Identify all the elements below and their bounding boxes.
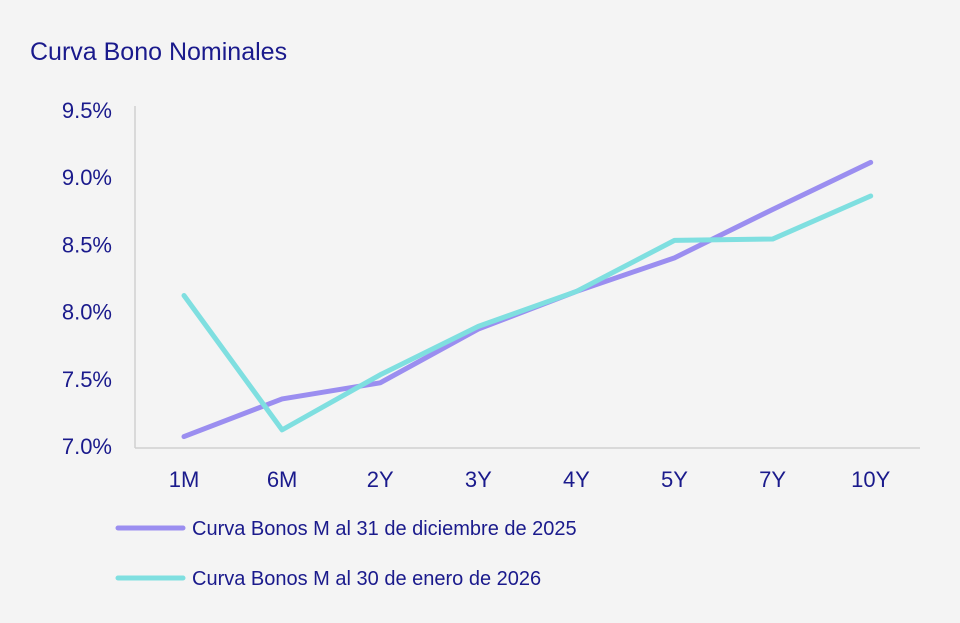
- y-tick-label: 9.5%: [62, 98, 112, 123]
- y-tick-label: 8.0%: [62, 300, 112, 325]
- series-line-2: [181, 193, 874, 433]
- x-tick-label: 5Y: [661, 467, 688, 492]
- y-tick-label: 7.0%: [62, 434, 112, 459]
- x-tick-label: 7Y: [759, 467, 786, 492]
- x-tick-label: 1M: [169, 467, 200, 492]
- x-tick-label: 4Y: [563, 467, 590, 492]
- legend-label-2: Curva Bonos M al 30 de enero de 2026: [192, 568, 541, 590]
- x-tick-label: 2Y: [367, 467, 394, 492]
- chart-title: Curva Bono Nominales: [30, 38, 288, 66]
- y-tick-label: 7.5%: [62, 367, 112, 392]
- series-line-1: [181, 159, 874, 440]
- x-tick-label: 3Y: [465, 467, 492, 492]
- x-tick-label: 6M: [267, 467, 298, 492]
- y-tick-label: 9.0%: [62, 165, 112, 190]
- y-tick-label: 8.5%: [62, 232, 112, 257]
- x-tick-label: 10Y: [851, 467, 890, 492]
- legend-label-1: Curva Bonos M al 31 de diciembre de 2025: [192, 518, 577, 540]
